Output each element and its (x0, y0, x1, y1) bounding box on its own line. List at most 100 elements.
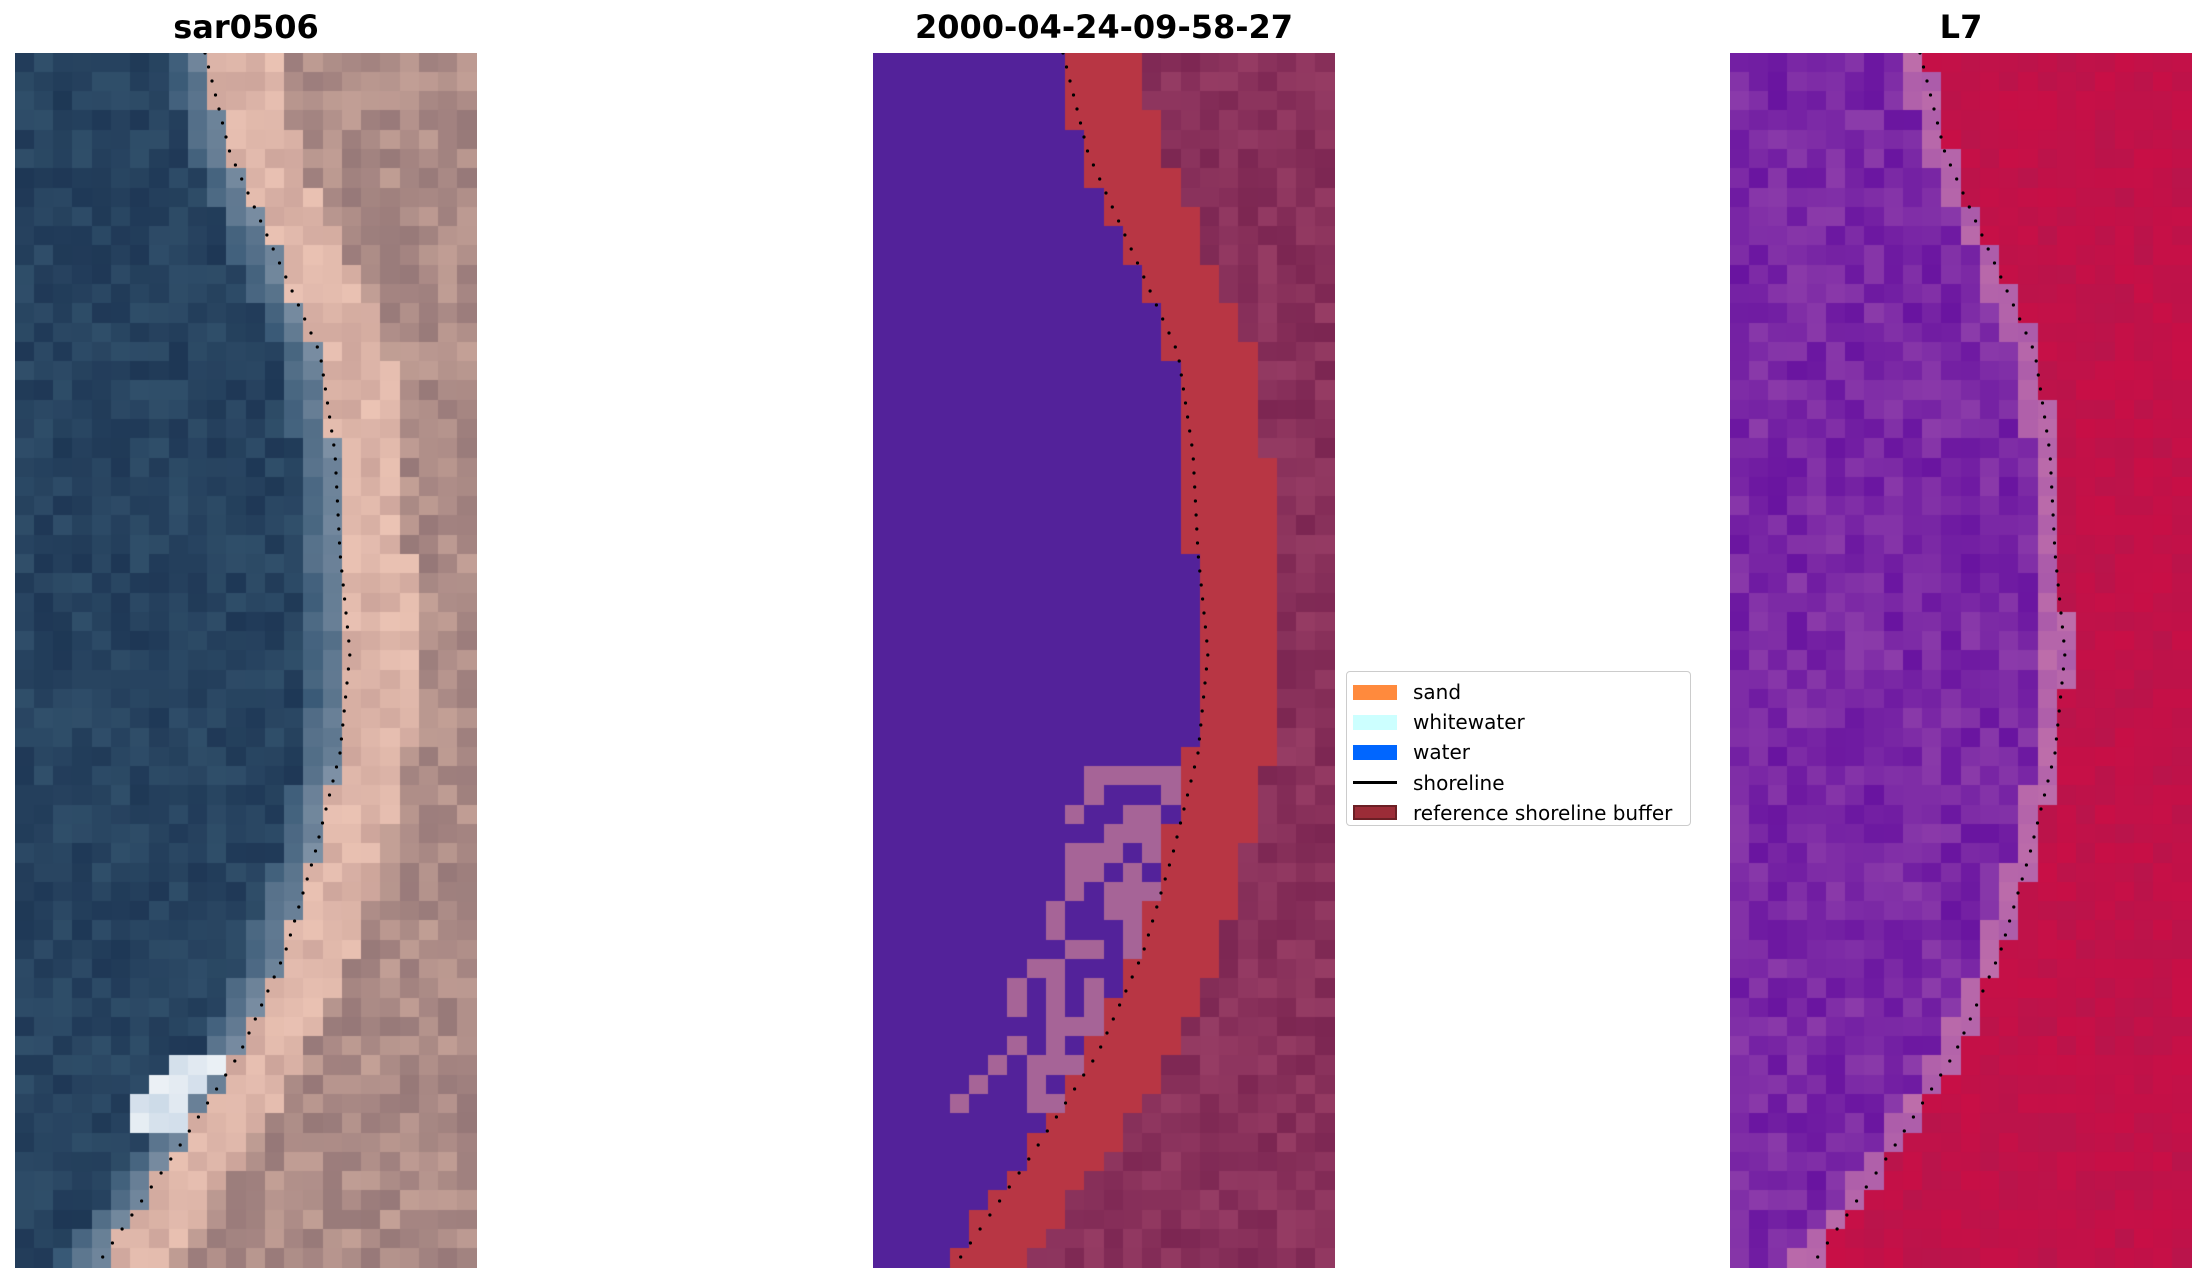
legend-label: water (1413, 740, 1470, 765)
shoreline-dot (215, 1087, 219, 1091)
shoreline-dot (1962, 1031, 1966, 1035)
shoreline-dot (1068, 79, 1072, 83)
shoreline-dot (1179, 373, 1183, 377)
shoreline-dot (1981, 989, 1985, 993)
shoreline-dot (1980, 233, 1984, 237)
shoreline-dot (1146, 933, 1150, 937)
shoreline-dot (1939, 1073, 1943, 1077)
shoreline-dot (159, 1171, 163, 1175)
shoreline-dot (1190, 443, 1194, 447)
shoreline-dot (2058, 597, 2062, 601)
shoreline-dot (339, 737, 343, 741)
shoreline-dot (1921, 65, 1926, 69)
shoreline-dot (1201, 597, 1205, 601)
shoreline-dot (210, 79, 214, 83)
shoreline-dot (1925, 79, 1929, 83)
shoreline-dot (346, 667, 350, 671)
rgb-image-panel (15, 53, 477, 1268)
shoreline-overlay (101, 53, 352, 1259)
shoreline-dot (1999, 947, 2003, 951)
shoreline-dot (344, 611, 348, 615)
shoreline-dot (233, 1059, 237, 1063)
legend: sand whitewater water shoreline referenc… (1346, 671, 1691, 826)
shoreline-dot (1123, 233, 1127, 237)
shoreline-dot (240, 177, 244, 181)
shoreline-dot (252, 205, 256, 209)
shoreline-dot (2053, 751, 2057, 755)
shoreline-dot (1956, 1045, 1960, 1049)
shoreline-dot (1105, 1031, 1109, 1035)
shoreline-dot (331, 779, 335, 783)
shoreline-dot (1142, 275, 1146, 279)
shoreline-dot (227, 149, 232, 153)
shoreline-dot (1167, 863, 1171, 867)
shoreline-dot (303, 317, 307, 321)
water-swatch (1353, 744, 1397, 760)
shoreline-dot (1196, 751, 1200, 755)
shoreline-dot (1999, 275, 2003, 279)
shoreline-dot (130, 1213, 134, 1217)
shoreline-dot (1205, 639, 1209, 643)
shoreline-dot (988, 1213, 992, 1217)
shoreline-dot (2032, 835, 2036, 839)
shoreline-dot (2048, 457, 2052, 461)
shoreline-dot (213, 93, 218, 97)
shoreline-dot (272, 975, 276, 979)
legend-item-water: water (1353, 737, 1690, 767)
shoreline-dot (260, 1003, 264, 1007)
shoreline-dot (101, 1255, 105, 1259)
shoreline-dot (1195, 527, 1199, 531)
classified-image (873, 53, 1335, 1268)
shoreline-dot (217, 107, 221, 111)
shoreline-dot (1948, 1059, 1952, 1063)
shoreline-dot (325, 401, 330, 405)
legend-label: reference shoreline buffer (1413, 800, 1673, 825)
shoreline-dot (327, 793, 332, 797)
shoreline-dot (203, 53, 207, 55)
legend-item-whitewater: whitewater (1353, 707, 1690, 737)
shoreline-dot (1939, 135, 1943, 139)
shoreline-dot (178, 1143, 182, 1147)
shoreline-dot (2018, 317, 2022, 321)
shoreline-dot (1186, 415, 1190, 419)
shoreline-dot (2012, 905, 2016, 909)
shoreline-dot (1171, 849, 1176, 853)
legend-label: sand (1413, 680, 1462, 705)
shoreline-dot (335, 499, 339, 503)
shoreline-dot (344, 695, 348, 699)
shoreline-dot (1142, 947, 1146, 951)
shoreline-dot (266, 989, 270, 993)
classified-image-panel (873, 53, 1335, 1268)
shoreline-dot (1202, 611, 1206, 615)
shoreline-dot (1191, 457, 1195, 461)
shoreline-dot (1203, 625, 1207, 629)
shoreline-dot (224, 1073, 228, 1077)
shoreline-dot (1061, 53, 1065, 55)
shoreline-dot (2056, 723, 2060, 727)
shoreline-dot (1855, 1199, 1859, 1203)
shoreline-dot (1942, 149, 1947, 153)
shoreline-dot (2062, 639, 2066, 643)
shoreline-dot (1082, 135, 1086, 139)
whitewater-swatch (1353, 714, 1397, 730)
shoreline-dot (342, 709, 346, 713)
shoreline-dot (1199, 723, 1203, 727)
shoreline-dot (959, 1255, 963, 1259)
shoreline-overlay (1816, 53, 2067, 1259)
legend-label: shoreline (1413, 770, 1505, 795)
shoreline-dot (305, 877, 309, 881)
legend-item-reference-buffer: reference shoreline buffer (1353, 798, 1690, 828)
shoreline-dot (169, 1157, 173, 1161)
legend-item-shoreline: shoreline (1353, 768, 1690, 798)
shoreline-dot (224, 135, 228, 139)
shoreline-dot (1193, 499, 1197, 503)
shoreline-dot (1967, 205, 1971, 209)
shoreline-dot (2011, 303, 2015, 307)
shoreline-dot (1199, 583, 1203, 587)
shoreline-dot (2016, 891, 2020, 895)
index-image-panel (1730, 53, 2192, 1268)
shoreline-dot (1189, 779, 1193, 783)
shoreline-dot (247, 1031, 251, 1035)
shoreline-dot (320, 821, 325, 825)
shoreline-dot (1202, 695, 1206, 699)
